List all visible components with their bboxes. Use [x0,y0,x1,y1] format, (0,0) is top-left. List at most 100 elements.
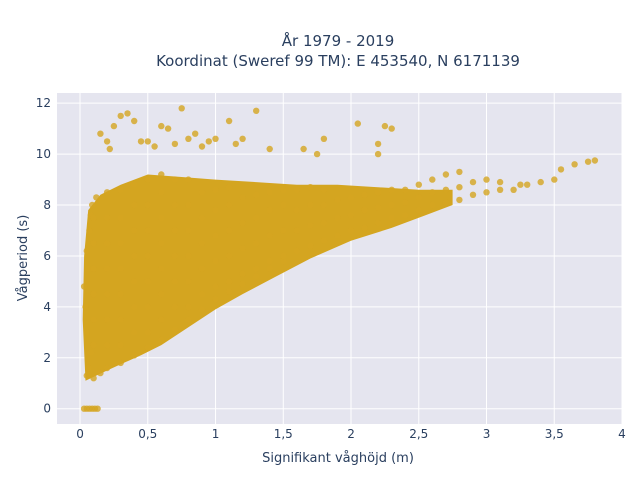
scatter-point [429,201,436,209]
scatter-point [212,296,219,303]
chart-title-line-1: År 1979 - 2019 [282,31,395,50]
scatter-point [103,240,111,247]
scatter-point [307,222,314,229]
scatter-point [117,186,124,193]
scatter-point [171,252,179,260]
scatter-point [117,290,124,298]
scatter-point [300,145,307,153]
scatter-point [456,184,463,191]
scatter-point [131,303,138,311]
scatter-point [557,166,565,173]
scatter-point [103,290,111,298]
scatter-point [320,201,328,209]
scatter-point [320,186,328,193]
x-tick-label: 1 [212,427,220,441]
scatter-point [225,278,233,285]
x-tick-label: 2,5 [409,427,428,441]
scatter-point [192,130,199,137]
scatter-point [469,191,477,198]
scatter-point [198,290,206,298]
scatter-point [510,186,517,193]
scatter-point [571,161,578,168]
scatter-point [171,201,179,209]
scatter-point [517,181,524,188]
scatter-point [334,232,341,239]
scatter-point [225,184,233,191]
scatter-point [388,201,395,209]
y-axis-title: Vågperiod (s) [16,215,31,302]
scatter-point [293,247,300,255]
scatter-point [93,194,100,201]
scatter-point [496,186,504,193]
scatter-point [185,176,192,183]
y-tick-label: 8 [43,198,51,212]
axis-ticks: 0 0,5 1 1,5 2 2,5 3 3,5 4 0 2 4 6 8 10 12 [36,96,626,441]
scatter-point [137,138,145,145]
scatter-point [307,201,314,209]
scatter-point [185,227,192,234]
scatter-point [374,150,382,158]
scatter-point [313,150,321,158]
scatter-point [415,181,422,188]
scatter-point [131,329,138,336]
scatter-points [80,105,599,412]
scatter-point [429,176,436,183]
scatter-point [253,273,260,280]
scatter-point [144,344,151,351]
scatter-point [442,171,450,178]
scatter-point [198,143,206,150]
scatter-point [83,247,91,255]
scatter-point [117,265,124,272]
scatter-point [90,214,97,221]
scatter-point [212,135,219,142]
scatter-point [225,252,233,260]
scatter-point [253,214,260,221]
y-tick-label: 4 [43,300,51,314]
scatter-point [124,110,131,117]
scatter-point [293,186,300,193]
scatter-point [83,372,91,379]
scatter-point [456,168,463,176]
scatter-point [253,240,260,247]
scatter-point [158,290,165,298]
scatter-point [374,219,382,227]
scatter-point [90,316,97,323]
scatter-point [415,194,422,201]
scatter-point [131,252,138,260]
scatter-point [131,117,138,125]
scatter-point [171,303,179,311]
scatter-point [388,186,395,193]
scatter-point [293,206,300,214]
scatter-point [591,157,599,164]
scatter-point [361,224,368,232]
scatter-point [347,227,355,234]
scatter-point [185,303,192,311]
y-tick-label: 12 [36,96,51,110]
scatter-point [381,122,389,130]
scatter-point [334,214,341,221]
scatter-point [171,227,179,234]
scatter-point [402,199,409,206]
scatter-point [354,120,361,127]
scatter-point [347,194,355,201]
scatter-point [131,181,138,188]
x-tick-label: 0,5 [138,427,157,441]
scatter-point [80,283,88,290]
scatter-point [293,227,300,234]
scatter-point [185,252,192,260]
scatter-point [320,135,328,142]
scatter-point [198,214,206,221]
scatter-point [361,191,368,198]
scatter-point [171,326,179,333]
scatter-point [205,138,212,145]
scatter-point [232,140,239,148]
scatter-point [212,257,219,265]
scatter-point [90,265,97,272]
scatter-point [158,122,165,130]
scatter-point [131,278,138,285]
x-tick-label: 3,5 [545,427,564,441]
scatter-point [388,125,395,132]
scatter-point [280,227,287,234]
scatter-point [266,265,273,272]
